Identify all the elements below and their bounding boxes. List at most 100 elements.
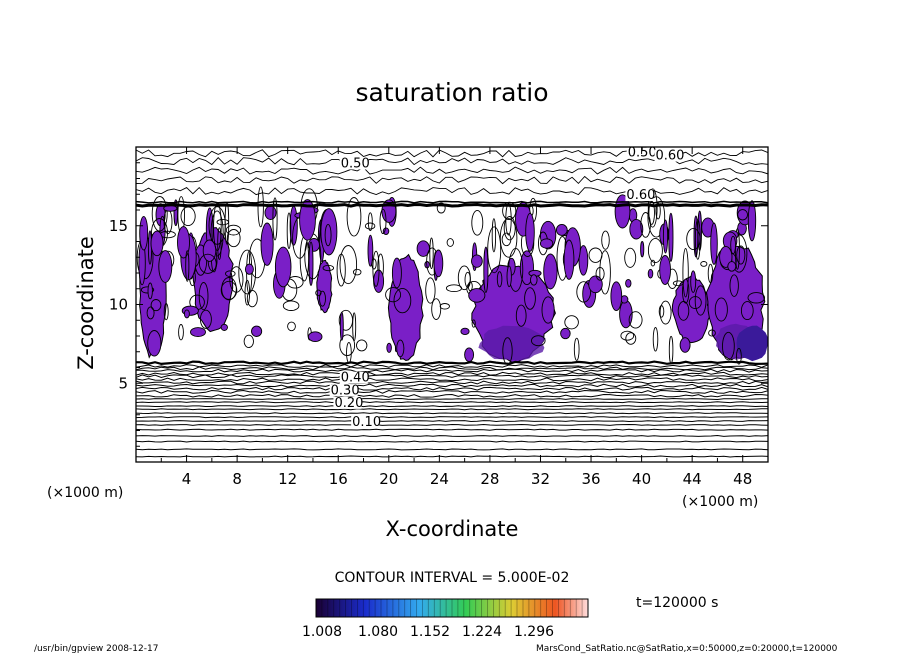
contour-line-lower xyxy=(136,428,768,431)
cloud-fragment xyxy=(601,230,610,250)
cloud-fragment xyxy=(446,238,454,247)
cloud-fragment xyxy=(319,290,326,307)
contour-interval-text: CONTOUR INTERVAL = 5.000E-02 xyxy=(335,570,570,586)
cloud-fragment xyxy=(352,312,357,342)
cloud-fragment xyxy=(506,265,512,288)
cloud-fragment xyxy=(588,275,603,294)
cloud-fragment xyxy=(339,245,358,285)
cloud-fragment xyxy=(320,208,338,256)
cloud-fragment xyxy=(226,229,241,248)
colorbar-tick-label: 1.224 xyxy=(462,624,502,640)
cloud-fragment xyxy=(150,299,162,312)
cloud-fragment xyxy=(677,301,690,321)
cloud-fragment xyxy=(379,208,387,235)
cloud-fragment xyxy=(737,209,748,221)
cloud-fragment xyxy=(487,226,502,274)
x-tick-label: 8 xyxy=(232,470,242,488)
cloud-fragment xyxy=(436,202,446,214)
colorbar-tick-label: 1.008 xyxy=(302,624,342,640)
contour-label: 0.60 xyxy=(626,188,655,203)
contour-label-bg xyxy=(626,146,655,159)
cloud-fragment xyxy=(694,219,701,260)
cloud-fragment xyxy=(220,323,228,331)
cloud-fragment xyxy=(682,278,690,304)
cloud-fragment xyxy=(356,339,368,352)
cloud-fragment xyxy=(158,250,173,283)
cloud-fragment xyxy=(708,329,716,337)
cloud-fragment xyxy=(471,209,484,236)
cloud-fragment xyxy=(719,245,733,268)
contour-label-bg xyxy=(654,149,683,162)
cloud-fragment xyxy=(178,324,184,341)
cloud-fragment xyxy=(185,250,190,282)
contour-label-bg xyxy=(351,415,380,428)
cloud-fragment xyxy=(199,309,212,329)
contour-label-bg xyxy=(329,384,358,397)
cloud-fragment xyxy=(274,246,292,288)
cloud-fragment xyxy=(208,206,226,245)
cloud-fragment xyxy=(177,226,190,259)
cloud-fragment xyxy=(722,331,735,361)
cloud-fragment xyxy=(210,210,224,257)
contour-line-lower xyxy=(136,389,768,394)
cloud-fragment xyxy=(190,327,206,338)
cloud-fragment xyxy=(588,247,603,263)
cloud-fragment xyxy=(445,284,463,293)
cloud-fragment xyxy=(367,234,374,267)
cloud-fragment xyxy=(243,334,254,349)
cloud-fragment xyxy=(539,238,554,249)
cloud-fragment xyxy=(198,282,209,311)
cloud-fragment xyxy=(747,292,766,304)
cloud-fragment xyxy=(515,304,527,327)
cloud-fragment xyxy=(693,215,699,258)
cloud-fragment xyxy=(282,300,300,311)
cloud-fragment xyxy=(147,282,153,300)
contour-line-lower xyxy=(136,412,768,415)
cloud-fragment xyxy=(471,319,476,328)
cloud-fragment xyxy=(483,246,489,293)
contour-label-bg xyxy=(339,371,368,384)
contour-label: 0.60 xyxy=(656,149,685,164)
cloud-fragment xyxy=(619,299,633,329)
cloud-fragment xyxy=(246,289,258,308)
cloud-fragment xyxy=(393,287,412,314)
cloud-fragment xyxy=(647,237,663,264)
cloud-fragment xyxy=(322,264,335,272)
cloud-fragment xyxy=(650,259,656,267)
cloud-fragment xyxy=(555,223,568,236)
contour-line-upper xyxy=(136,166,768,175)
cloud-fragment xyxy=(714,297,728,322)
contour-line-lower xyxy=(136,405,768,408)
cloud-fragment xyxy=(287,321,296,332)
cloud-fragment xyxy=(628,311,643,329)
cloud-fragment xyxy=(501,232,512,247)
cloud-fragment xyxy=(503,216,516,241)
colorbar-gradient xyxy=(315,598,589,618)
cloud-fragment xyxy=(573,337,580,361)
contour-label: 0.50 xyxy=(628,145,657,160)
contour-tropopause xyxy=(136,202,768,208)
cloud-fragment xyxy=(707,263,714,284)
cloud-fragment xyxy=(339,311,344,341)
cloud-fragment xyxy=(659,300,672,325)
cloud-fragment xyxy=(147,330,162,357)
cloud-fragment xyxy=(385,287,402,303)
footer-source: MarsCond_SatRatio.nc@SatRatio,x=0:50000,… xyxy=(536,644,838,654)
cloud-fragment xyxy=(431,298,442,320)
cloud-fragment xyxy=(519,250,534,286)
x-unit-label: (×1000 m) xyxy=(47,485,123,501)
contour-line-lower xyxy=(136,401,768,404)
contour-line-lower xyxy=(136,393,768,398)
z-unit-label: (×1000 m) xyxy=(682,494,758,510)
cloud-fragment xyxy=(624,247,637,268)
time-label: t=120000 s xyxy=(636,595,718,611)
x-tick-label: 40 xyxy=(632,470,651,488)
shaded-region xyxy=(316,259,333,314)
cloud-fragment xyxy=(595,266,605,281)
cloud-fragment xyxy=(543,253,558,290)
x-tick-label: 4 xyxy=(182,470,192,488)
cloud-fragment xyxy=(216,218,230,226)
cloud-fragment xyxy=(747,200,757,242)
cloud-fragment xyxy=(655,202,661,220)
